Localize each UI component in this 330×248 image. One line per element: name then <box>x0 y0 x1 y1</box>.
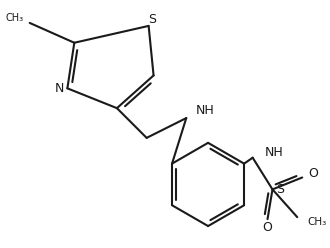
Text: S: S <box>148 13 157 27</box>
Text: N: N <box>55 82 64 95</box>
Text: NH: NH <box>196 104 215 117</box>
Text: O: O <box>263 220 273 234</box>
Text: NH: NH <box>265 146 283 159</box>
Text: S: S <box>277 183 284 196</box>
Text: O: O <box>308 167 318 180</box>
Text: CH₃: CH₃ <box>6 13 24 23</box>
Text: CH₃: CH₃ <box>307 217 326 227</box>
